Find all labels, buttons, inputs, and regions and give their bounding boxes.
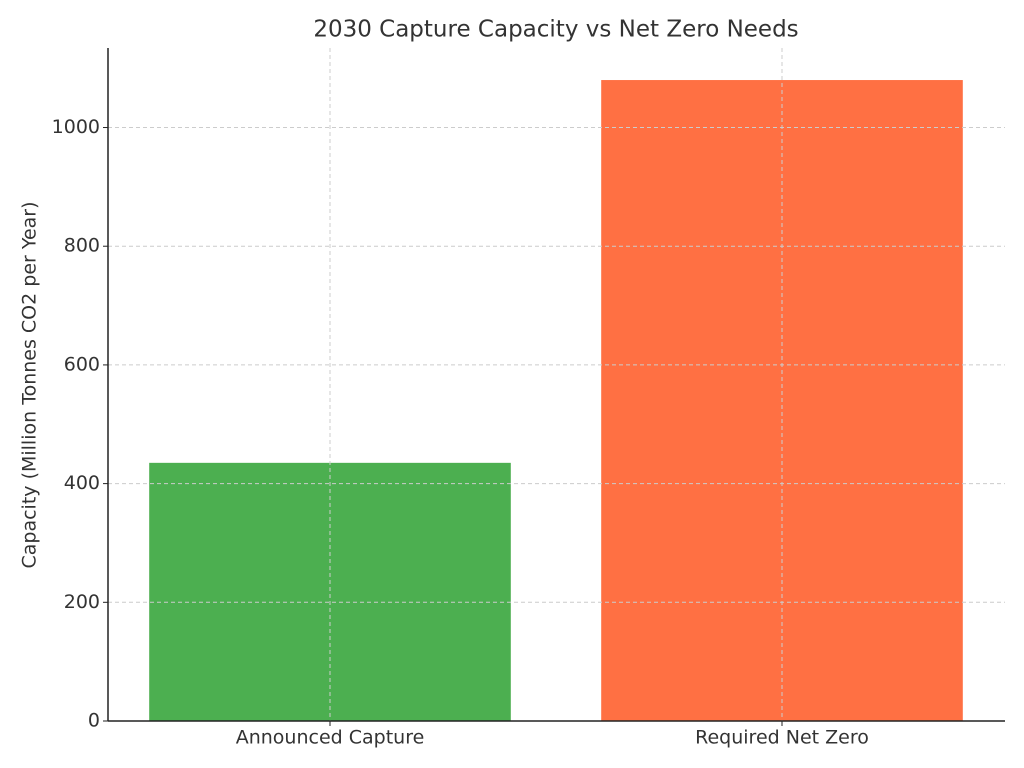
y-tick-label: 600 <box>64 353 100 375</box>
y-tick-label: 800 <box>64 235 100 257</box>
y-tick-label: 1000 <box>52 116 100 138</box>
y-axis-label: Capacity (Million Tonnes CO2 per Year) <box>19 201 41 568</box>
y-tick-label: 200 <box>64 591 100 613</box>
chart-title: 2030 Capture Capacity vs Net Zero Needs <box>313 17 798 43</box>
x-tick-label: Required Net Zero <box>695 727 869 749</box>
y-tick-label: 0 <box>88 710 100 732</box>
bar <box>149 462 511 721</box>
x-tick-label: Announced Capture <box>236 727 425 749</box>
y-tick-label: 400 <box>64 472 100 494</box>
